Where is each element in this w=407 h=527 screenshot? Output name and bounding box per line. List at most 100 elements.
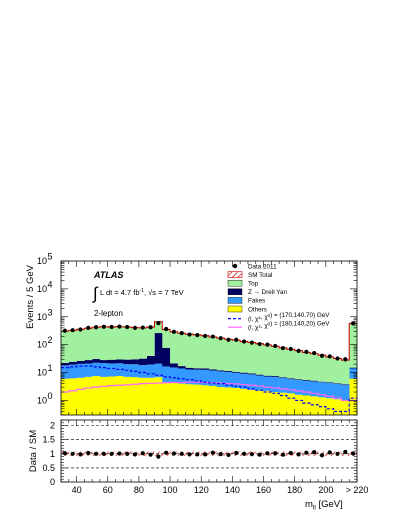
legend-label: Top: [248, 281, 259, 288]
lumi-label: L dt = 4.7 fb-1, √s = 7 TeV: [100, 288, 184, 297]
bar-others: [286, 393, 295, 415]
ratio-point: [210, 450, 215, 455]
data-point: [179, 330, 184, 336]
ratio-point: [343, 449, 348, 454]
x-overflow-label: > 220: [346, 485, 369, 495]
bar-fakes: [333, 383, 342, 400]
bar-z-drell-yan: [201, 368, 210, 370]
bar-fakes: [146, 364, 155, 378]
bar-z-drell-yan: [138, 358, 147, 366]
ratio-point: [296, 452, 301, 457]
bar-z-drell-yan: [294, 379, 303, 380]
ratio-y-tick-label: 0.5: [42, 463, 55, 473]
ratio-point: [249, 452, 254, 457]
y-tick-label: 10: [37, 395, 47, 405]
data-point: [304, 349, 309, 354]
ratio-point: [203, 452, 208, 457]
bar-others: [107, 376, 116, 415]
bar-z-drell-yan: [341, 384, 350, 385]
bar-top: [318, 355, 327, 382]
bar-others: [333, 399, 342, 415]
ratio-point: [125, 451, 130, 456]
bar-others: [92, 376, 101, 415]
bar-z-drell-yan: [185, 367, 194, 370]
integral-sign: ∫: [92, 284, 99, 303]
data-point: [78, 327, 83, 332]
bar-fakes: [247, 374, 257, 390]
ratio-point: [78, 452, 83, 457]
bar-top: [84, 328, 93, 361]
ratio-y-tick-label: 2: [50, 421, 55, 431]
bar-z-drell-yan: [123, 359, 132, 365]
bar-z-drell-yan: [162, 347, 171, 367]
bar-fakes: [271, 376, 280, 393]
bar-top: [177, 333, 186, 367]
ratio-point: [273, 451, 278, 456]
ratio-point: [187, 452, 192, 457]
y-tick-exponent: 0: [48, 391, 53, 401]
bar-fakes: [341, 384, 350, 401]
legend-label: Others: [248, 306, 267, 313]
bar-top: [99, 326, 109, 361]
data-point: [234, 337, 239, 342]
data-point: [265, 342, 270, 347]
ratio-point: [312, 450, 317, 455]
ratio-point: [132, 452, 138, 457]
bar-z-drell-yan: [286, 378, 295, 380]
bar-top: [271, 346, 280, 377]
bar-z-drell-yan: [99, 360, 109, 363]
data-point: [164, 326, 169, 332]
bar-top: [302, 352, 311, 380]
data-point: [195, 333, 200, 338]
data-point: [351, 321, 356, 326]
bar-others: [224, 387, 233, 415]
bar-fakes: [170, 367, 179, 384]
bar-z-drell-yan: [279, 377, 288, 378]
bar-top: [333, 358, 342, 384]
legend-label: Data 2011: [248, 263, 277, 270]
legend-swatch-sm-total: [227, 271, 243, 278]
bar-others: [170, 383, 179, 415]
x-tick-label: 160: [256, 485, 271, 495]
data-point: [257, 341, 262, 347]
atlas-label: ATLAS: [93, 270, 123, 280]
bar-z-drell-yan: [224, 371, 233, 373]
bar-others: [146, 377, 155, 415]
bar-others: [131, 377, 140, 415]
bar-z-drell-yan: [255, 374, 264, 376]
bar-fakes: [162, 366, 171, 383]
bar-others: [232, 387, 241, 415]
ratio-panel: [60, 419, 358, 483]
bar-fakes: [177, 368, 186, 384]
bar-z-drell-yan: [349, 367, 357, 369]
ratio-point: [257, 452, 262, 457]
bar-others: [177, 383, 186, 415]
bar-z-drell-yan: [318, 381, 327, 383]
bar-others: [302, 395, 311, 415]
data-point: [140, 325, 145, 330]
data-point: [296, 348, 301, 353]
ratio-point: [304, 450, 309, 455]
bar-z-drell-yan: [177, 366, 186, 369]
main-plot-area: [61, 321, 357, 415]
bar-others: [154, 377, 163, 415]
bar-top: [310, 353, 319, 381]
bar-z-drell-yan: [68, 361, 77, 365]
bar-z-drell-yan: [271, 376, 280, 377]
bar-others: [123, 376, 132, 415]
bar-z-drell-yan: [310, 380, 319, 382]
bar-others: [61, 378, 70, 415]
bar-fakes: [255, 375, 264, 391]
bar-others: [310, 396, 319, 415]
bar-top: [185, 334, 194, 368]
bar-top: [224, 339, 233, 372]
bar-z-drell-yan: [216, 370, 225, 372]
bar-top: [154, 321, 163, 334]
bar-top: [325, 356, 334, 383]
bar-others: [216, 387, 225, 415]
ratio-point: [319, 453, 325, 458]
y-tick-label: 10: [37, 368, 47, 378]
data-point: [125, 324, 130, 330]
ratio-band: [154, 451, 163, 457]
